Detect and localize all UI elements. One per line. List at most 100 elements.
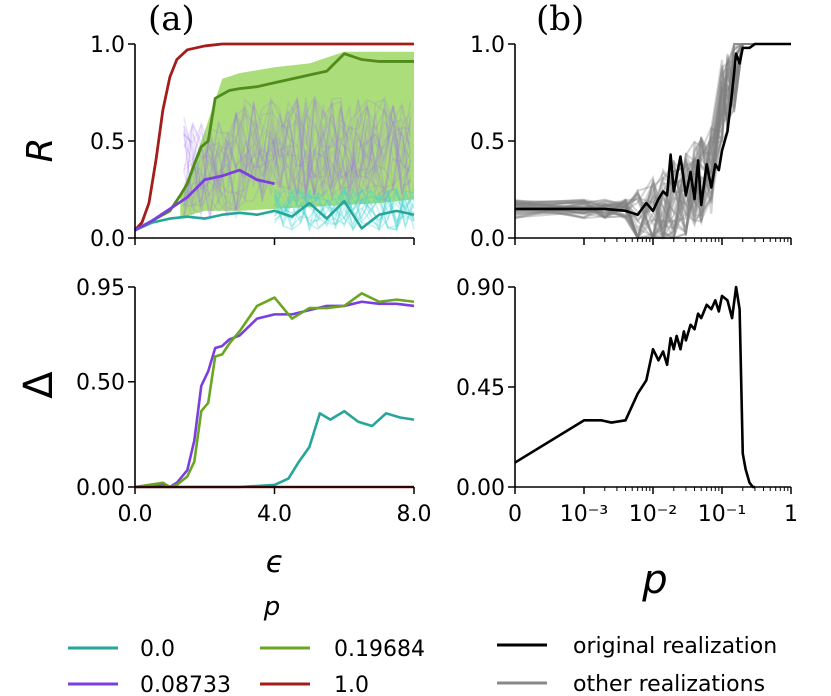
other-realization-trace [514, 43, 791, 240]
x-tick-label: 0 [508, 502, 522, 527]
realization-trace-0.08733 [183, 97, 412, 199]
series-line-0.0 [134, 199, 415, 232]
realization-trace-0.08733 [183, 104, 412, 203]
panel-label-b: (b) [536, 0, 584, 39]
y-tick-label: 0.0 [470, 227, 505, 252]
other-realization-trace [514, 43, 791, 230]
x-tick-label: 4.0 [257, 502, 292, 527]
other-realization-trace [514, 43, 791, 222]
realization-trace-0.08733 [183, 98, 412, 211]
realization-trace-0.08733 [183, 112, 412, 216]
legend-label-3: 1.0 [334, 673, 369, 696]
realization-trace-0.08733 [183, 97, 411, 217]
realization-trace-0.0 [273, 189, 415, 231]
series-line-original-realization [515, 42, 791, 217]
realizations-band-0.19684 [180, 51, 414, 219]
y-tick-label: 0.90 [456, 276, 505, 301]
legend: p 0.0 0.08733 0.19684 1.0 original reali… [68, 592, 777, 696]
realization-trace-0.08733 [183, 95, 412, 219]
realization-trace-0.08733 [183, 96, 412, 206]
chart-a-bottom: 0.00 0.50 0.95 0.0 4.0 8.0 [76, 276, 431, 527]
realization-trace-0.0 [273, 191, 415, 227]
other-realization-trace [514, 43, 791, 240]
other-realization-trace [514, 43, 791, 239]
other-realization-trace [514, 43, 791, 221]
series-line-1.0 [133, 42, 414, 232]
xlabel-p: p [641, 557, 667, 603]
realization-trace-0.0 [274, 185, 415, 231]
series-line-0.19684 [134, 292, 415, 489]
other-realization-trace [514, 43, 791, 240]
xlabel-epsilon: ϵ [266, 545, 284, 580]
legend-title: p [263, 592, 281, 622]
y-tick-label: 0.45 [456, 376, 505, 401]
realization-trace-0.08733 [183, 101, 412, 219]
y-tick-label: 1.0 [470, 33, 505, 58]
other-realization-trace [514, 43, 791, 241]
realization-trace-0.08733 [183, 106, 412, 213]
panel-label-a: (a) [148, 0, 195, 39]
realization-trace-0.0 [274, 187, 415, 230]
y-tick-label: 0.5 [90, 130, 125, 155]
legend-label-1: 0.08733 [140, 673, 231, 696]
y-tick-label: 0.00 [456, 476, 505, 501]
other-realization-trace [514, 43, 791, 241]
other-realization-trace [514, 43, 791, 229]
chart-a-top: 0.0 0.5 1.0 [90, 33, 415, 252]
other-realization-trace [514, 43, 791, 239]
x-tick-label: 10⁻³ [560, 502, 608, 527]
legend-other-label: other realizations [573, 672, 765, 696]
y-tick-label: 0.95 [76, 276, 125, 301]
legend-original-label: original realization [573, 634, 777, 659]
chart-b-bottom: 0.00 0.45 0.90 0 10⁻³ 10⁻² 10⁻¹ 1 [456, 276, 798, 527]
other-realization-trace [514, 43, 791, 242]
other-realization-trace [514, 43, 791, 239]
other-realization-trace [514, 43, 791, 240]
realization-trace-0.0 [273, 189, 415, 230]
other-realization-trace [514, 43, 791, 240]
realization-trace-0.08733 [183, 103, 412, 218]
x-tick-label: 10⁻¹ [698, 502, 746, 527]
realization-trace-0.08733 [183, 96, 412, 210]
legend-label-0: 0.0 [140, 637, 175, 662]
series-line-0.08733 [134, 168, 275, 232]
ylabel-r: R [20, 137, 61, 162]
realization-trace-0.08733 [183, 99, 411, 219]
realization-trace-0.08733 [183, 99, 412, 213]
other-realization-trace [514, 43, 791, 238]
other-realization-trace [514, 43, 791, 230]
realization-trace-0.0 [273, 186, 415, 233]
realization-trace-0.0 [273, 186, 415, 230]
realization-trace-0.0 [273, 189, 415, 229]
series-line-0.19684 [134, 52, 414, 232]
other-realization-trace [514, 43, 791, 239]
y-tick-label: 0.0 [90, 227, 125, 252]
y-tick-label: 0.50 [76, 371, 125, 396]
other-realization-trace [514, 43, 791, 241]
realization-trace-0.0 [274, 188, 415, 233]
realization-trace-0.0 [273, 191, 415, 231]
series-line-0.08733 [134, 300, 415, 489]
other-realization-trace [514, 43, 791, 241]
realization-trace-0.08733 [183, 98, 412, 209]
other-realization-trace [514, 43, 791, 242]
realization-trace-0.0 [273, 185, 415, 232]
x-tick-label: 1 [784, 502, 798, 527]
x-tick-label: 10⁻² [629, 502, 677, 527]
x-tick-label: 8.0 [397, 502, 432, 527]
legend-label-2: 0.19684 [334, 637, 425, 662]
y-tick-label: 1.0 [90, 33, 125, 58]
realization-trace-0.08733 [183, 106, 411, 207]
other-realization-trace [514, 43, 791, 239]
realization-trace-0.0 [273, 188, 415, 231]
other-realization-trace [514, 43, 791, 240]
other-realization-trace [514, 43, 791, 237]
realization-trace-0.08733 [183, 101, 412, 205]
other-realization-trace [514, 43, 791, 241]
x-tick-label: 0.0 [118, 502, 153, 527]
realization-trace-0.08733 [183, 97, 412, 206]
realization-trace-0.08733 [183, 102, 412, 218]
y-tick-label: 0.5 [470, 130, 505, 155]
other-realization-trace [514, 43, 791, 241]
